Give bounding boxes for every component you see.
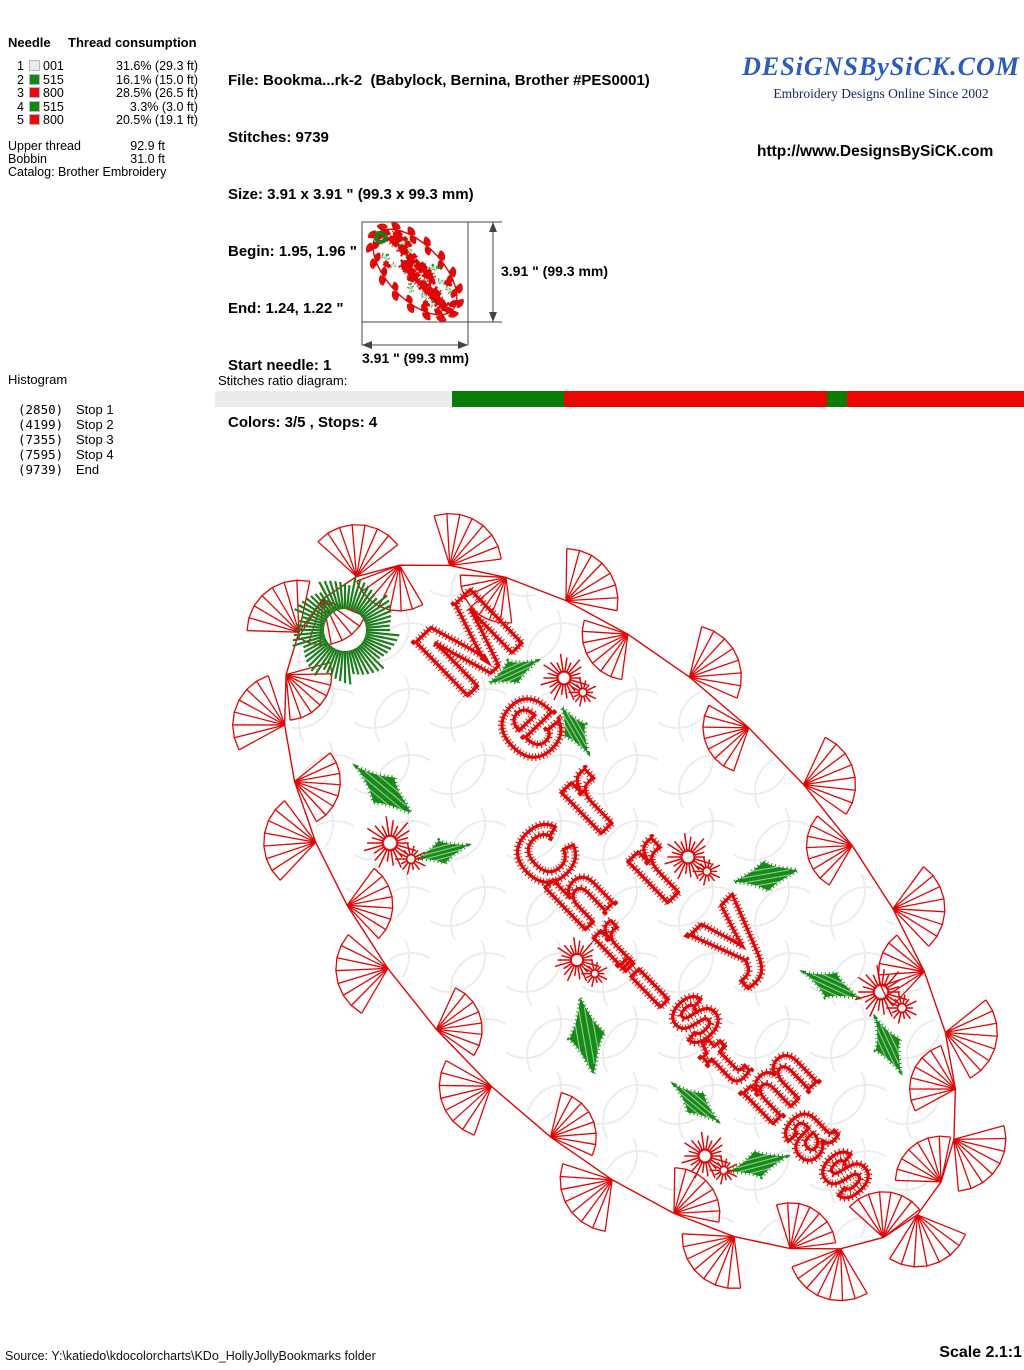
color-swatch xyxy=(29,87,40,98)
consumption-header: Thread consumption xyxy=(68,35,197,50)
needle-row: 3 800 28.5% (26.5 ft) xyxy=(8,86,198,100)
needle-row: 1 001 31.6% (29.3 ft) xyxy=(8,59,198,73)
histogram-title: Histogram xyxy=(8,372,68,387)
thread-consumption: 16.1% (15.0 ft) xyxy=(116,72,198,87)
thread-consumption: 31.6% (29.3 ft) xyxy=(116,59,198,73)
ratio-segment xyxy=(452,391,565,407)
begin-coords: Begin: 1.95, 1.96 " xyxy=(228,243,357,260)
needle-number: 1 xyxy=(17,59,24,73)
footer-scale: Scale 2.1:1 xyxy=(939,1344,1022,1361)
histogram-label: Stop 1 xyxy=(76,402,114,417)
brand-tagline: Embroidery Designs Online Since 2002 xyxy=(773,86,989,101)
file-name: File: Bookma...rk-2 (Babylock, Bernina, … xyxy=(228,72,650,89)
ratio-segment xyxy=(564,391,827,407)
needle-number: 2 xyxy=(17,72,24,87)
start-needle: Start needle: 1 xyxy=(228,357,332,374)
upper-thread-row: Upper thread 92.9 ft xyxy=(8,139,165,153)
histogram-label: Stop 3 xyxy=(76,432,114,447)
dimension-annotation xyxy=(361,221,502,349)
histogram-label: Stop 2 xyxy=(76,417,114,432)
thread-consumption: 20.5% (19.1 ft) xyxy=(116,113,198,127)
arrowheads xyxy=(362,222,497,349)
brand-logo: DESiGNSBySiCK.COM xyxy=(742,52,1020,81)
needle-header: Needle xyxy=(8,35,51,50)
histogram-count: (2850) xyxy=(18,402,64,417)
histogram-count: (7595) xyxy=(18,447,64,462)
histogram-label: End xyxy=(76,462,100,477)
ratio-diagram-label: Stitches ratio diagram: xyxy=(218,373,348,388)
needle-number: 3 xyxy=(17,86,24,100)
ratio-bar xyxy=(215,391,1024,407)
thread-code: 001 xyxy=(43,59,64,73)
end-coords: End: 1.24, 1.22 " xyxy=(228,300,344,317)
needle-row: 4 515 3.3% (3.0 ft) xyxy=(8,100,198,114)
design-size: Size: 3.91 x 3.91 " (99.3 x 99.3 mm) xyxy=(228,186,474,203)
ratio-segment xyxy=(826,391,847,407)
histogram-count: (4199) xyxy=(18,417,64,432)
thread-code: 515 xyxy=(43,99,64,114)
thread-code: 515 xyxy=(43,72,64,87)
catalog-label: Catalog: Brother Embroidery xyxy=(8,165,167,179)
thread-consumption: 3.3% (3.0 ft) xyxy=(129,99,198,114)
bobbin-value: 31.0 ft xyxy=(130,152,165,166)
footer-source-path: Source: Y:\katiedo\kdocolorcharts\KDo_Ho… xyxy=(5,1349,376,1363)
brand-url: http://www.DesignsBySiCK.com xyxy=(757,143,994,160)
colors-stops: Colors: 3/5 , Stops: 4 xyxy=(228,414,378,431)
stitch-count: Stitches: 9739 xyxy=(228,129,329,146)
color-swatch xyxy=(29,114,40,125)
histogram-count: (7355) xyxy=(18,432,64,447)
color-swatch xyxy=(29,60,40,71)
ratio-segment xyxy=(846,391,1024,407)
needle-row: 2 515 16.1% (15.0 ft) xyxy=(8,73,198,87)
needle-number: 4 xyxy=(17,99,24,114)
ratio-segment xyxy=(215,391,453,407)
dim-width-label: 3.91 " (99.3 mm) xyxy=(361,350,470,366)
needle-number: 5 xyxy=(17,113,24,127)
histogram-label: Stop 4 xyxy=(76,447,114,462)
thread-code: 800 xyxy=(43,86,64,100)
needle-row: 5 800 20.5% (19.1 ft) xyxy=(8,113,198,127)
upper-thread-value: 92.9 ft xyxy=(130,139,165,153)
histogram-count: (9739) xyxy=(18,462,64,477)
thread-consumption: 28.5% (26.5 ft) xyxy=(116,86,198,100)
thread-code: 800 xyxy=(43,113,64,127)
color-swatch xyxy=(29,100,40,112)
file-info: File: Bookma...rk-2 (Babylock, Bernina, … xyxy=(228,33,650,451)
color-swatch xyxy=(29,73,40,85)
bobbin-label: Bobbin xyxy=(8,152,47,166)
dim-height-label: 3.91 " (99.3 mm) xyxy=(501,263,609,279)
upper-thread-label: Upper thread xyxy=(8,139,81,153)
bobbin-row: Bobbin 31.0 ft xyxy=(8,152,165,166)
